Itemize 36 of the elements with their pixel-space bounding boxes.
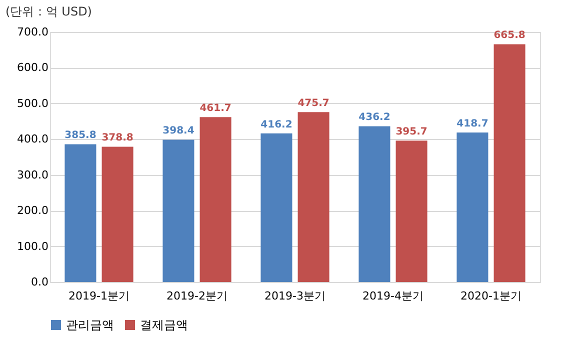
x-tick-label: 2019-1분기 bbox=[68, 290, 130, 302]
legend-label: 결제금액 bbox=[140, 318, 188, 332]
data-label: 378.8 bbox=[102, 132, 134, 144]
data-label: 461.7 bbox=[200, 103, 232, 114]
bar bbox=[358, 126, 390, 282]
bar bbox=[494, 44, 526, 282]
bar bbox=[200, 117, 232, 282]
x-tick-label: 2019-3분기 bbox=[264, 290, 326, 302]
y-tick-label: 400.0 bbox=[17, 132, 48, 146]
bar bbox=[298, 112, 330, 282]
y-tick-label: 0.0 bbox=[31, 276, 48, 288]
y-axis-title: (단위 : 억 USD) bbox=[6, 4, 92, 18]
data-label: 416.2 bbox=[260, 119, 292, 130]
x-tick-label: 2020-1분기 bbox=[460, 290, 522, 302]
data-label: 665.8 bbox=[494, 30, 526, 42]
bar bbox=[396, 140, 428, 282]
data-label: 398.4 bbox=[162, 126, 194, 137]
y-tick-label: 600.0 bbox=[17, 61, 48, 74]
bar bbox=[102, 146, 134, 282]
y-tick-label: 500.0 bbox=[17, 96, 48, 110]
x-tick-label: 2019-2분기 bbox=[166, 290, 228, 302]
bar bbox=[162, 140, 194, 282]
y-tick-label: 300.0 bbox=[17, 168, 48, 182]
y-tick-label: 100.0 bbox=[17, 240, 48, 253]
data-label: 385.8 bbox=[64, 130, 96, 142]
data-label: 436.2 bbox=[358, 112, 390, 124]
bar bbox=[64, 144, 96, 282]
legend-label: 관리금액 bbox=[66, 318, 114, 332]
data-label: 418.7 bbox=[456, 118, 488, 130]
bar bbox=[456, 132, 488, 282]
data-label: 475.7 bbox=[298, 98, 330, 110]
bar bbox=[260, 133, 292, 282]
x-tick-label: 2019-4분기 bbox=[362, 290, 424, 302]
y-tick-label: 200.0 bbox=[17, 204, 48, 218]
data-label: 395.7 bbox=[396, 126, 428, 138]
y-tick-label: 700.0 bbox=[17, 26, 48, 38]
